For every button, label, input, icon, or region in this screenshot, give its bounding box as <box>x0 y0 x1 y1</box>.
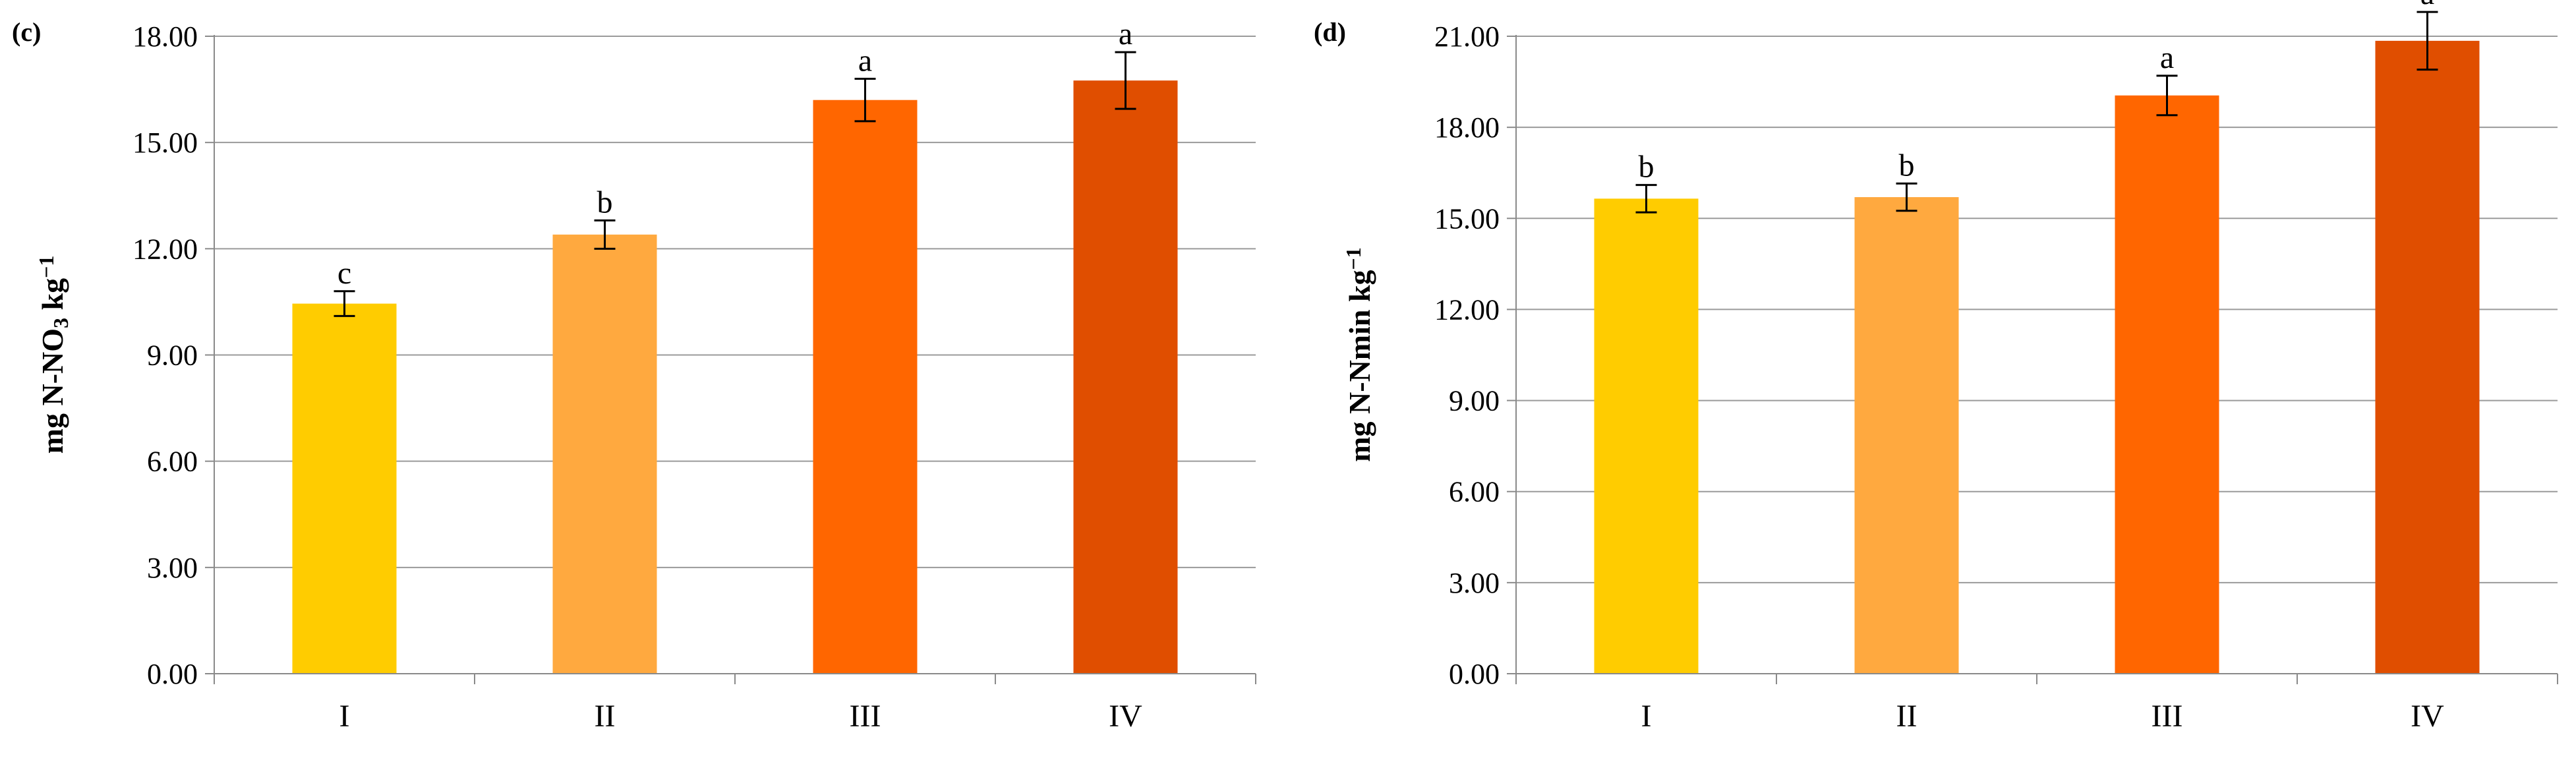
bar-IV <box>1073 80 1178 674</box>
y-tick-label: 0.00 <box>147 658 198 690</box>
significance-label: b <box>1639 150 1654 185</box>
chart-panel-c: 0.00 3.00 6.00 9.00 12.00 15.00 18.00 c Ib II a III… <box>12 16 1256 734</box>
bar-IV <box>2375 40 2480 674</box>
y-axis-label: mg N-NO3 kg−1 <box>34 256 73 454</box>
significance-label: a <box>2420 0 2434 11</box>
y-tick-label: 9.00 <box>147 339 198 372</box>
y-axis-label-sup: −1 <box>1341 247 1365 270</box>
y-tick-label: 9.00 <box>1449 385 1500 417</box>
bar-III <box>2115 95 2219 674</box>
panel-label: (c) <box>12 17 41 47</box>
significance-label: b <box>1899 148 1915 183</box>
y-tick-label: 18.00 <box>1434 111 1500 144</box>
y-axis-label-sup: −1 <box>34 256 58 278</box>
panel-label: (d) <box>1314 17 1346 47</box>
significance-label: c <box>337 256 351 291</box>
y-tick-label: 18.00 <box>132 20 198 53</box>
y-tick-label: 15.00 <box>132 127 198 159</box>
x-tick-label: I <box>339 699 350 734</box>
bar-II <box>552 234 657 674</box>
y-tick-label: 21.00 <box>1434 20 1500 53</box>
bar-II <box>1854 197 1959 674</box>
significance-label: b <box>597 185 613 220</box>
bar-I <box>1594 198 1699 674</box>
x-tick-label: IV <box>2411 699 2444 734</box>
x-tick-label: III <box>2152 699 2183 734</box>
chart-panel-d: 0.00 3.00 6.00 9.00 12.00 15.00 18.00 21.00 b Ib I… <box>1314 0 2558 734</box>
y-axis-label-prefix: mg N-Nmin kg <box>1343 270 1376 461</box>
y-axis-label-sub: 3 <box>49 318 73 328</box>
bar-I <box>292 303 397 674</box>
bar-III <box>813 100 918 674</box>
y-tick-label: 6.00 <box>147 446 198 478</box>
y-tick-label: 12.00 <box>132 233 198 265</box>
y-tick-label: 12.00 <box>1434 293 1500 326</box>
y-tick-label: 0.00 <box>1449 658 1500 690</box>
significance-label: a <box>858 43 872 78</box>
significance-label: a <box>2160 40 2174 75</box>
y-tick-label: 3.00 <box>147 552 198 584</box>
x-tick-label: I <box>1641 699 1652 734</box>
y-axis-label: mg N-Nmin kg−1 <box>1341 247 1376 462</box>
x-tick-label: IV <box>1109 699 1142 734</box>
y-tick-label: 15.00 <box>1434 202 1500 235</box>
y-axis-label-suffix: kg <box>36 278 69 318</box>
y-axis-label-prefix: mg N-NO <box>36 328 69 454</box>
y-tick-label: 3.00 <box>1449 567 1500 599</box>
x-tick-label: II <box>1896 699 1917 734</box>
x-tick-label: III <box>850 699 881 734</box>
significance-label: a <box>1119 16 1132 51</box>
y-tick-label: 6.00 <box>1449 476 1500 508</box>
x-tick-label: II <box>595 699 616 734</box>
